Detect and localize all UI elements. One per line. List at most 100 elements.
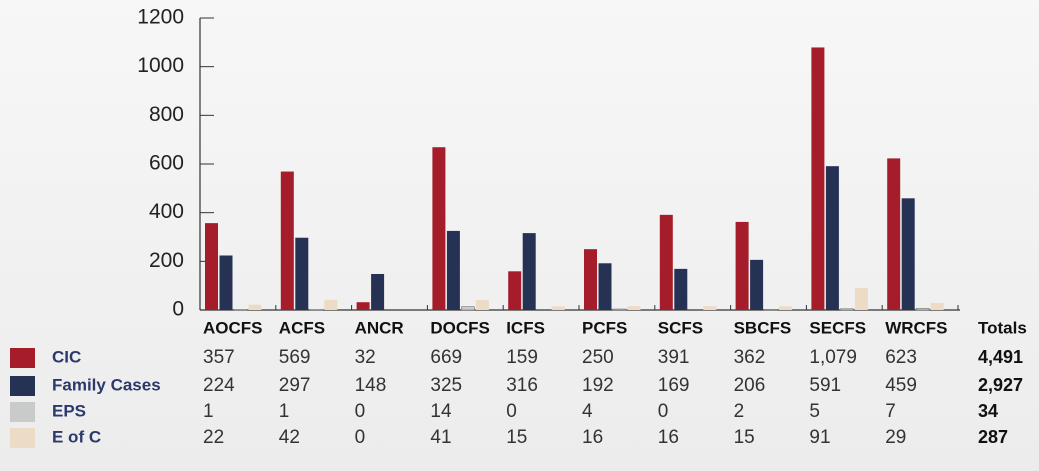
bar [324, 299, 338, 310]
table-cell: 16 [658, 427, 679, 448]
table-cell: 169 [658, 375, 690, 396]
bar [551, 306, 565, 310]
y-tick-label: 1200 [137, 6, 184, 29]
legend-swatch [10, 376, 35, 396]
x-tick-label: SCFS [658, 318, 703, 337]
table-cell: 591 [809, 375, 841, 396]
bar [750, 259, 764, 310]
table-cell: 192 [582, 375, 614, 396]
y-tick-label: 1000 [137, 54, 184, 77]
legend-label: EPS [52, 401, 86, 420]
bar [584, 249, 597, 310]
table-cell: 325 [430, 375, 462, 396]
bar [901, 198, 915, 310]
bar [703, 306, 717, 310]
table-cell: 206 [734, 375, 766, 396]
table-cell: 5 [809, 401, 820, 422]
bar [522, 233, 536, 310]
bar [295, 237, 309, 310]
table-cell: 16 [582, 427, 603, 448]
table-cell: 362 [734, 347, 766, 368]
table-cell: 15 [734, 427, 755, 448]
bar [659, 214, 673, 310]
table-cell: 391 [658, 347, 690, 368]
bar [432, 147, 446, 310]
table-cell: 569 [279, 347, 311, 368]
table-cell: 41 [430, 427, 451, 448]
bar [674, 268, 688, 310]
bar [825, 166, 839, 310]
table-cell: 1 [279, 401, 290, 422]
y-tick-label: 800 [149, 103, 184, 126]
table-cell: 29 [885, 427, 906, 448]
legend-swatch [10, 428, 35, 448]
table-cell: 0 [355, 427, 366, 448]
table-cell: 32 [355, 347, 376, 368]
bar [280, 171, 294, 310]
bar [735, 221, 749, 310]
table-cell: 669 [430, 347, 462, 368]
bar [508, 271, 522, 310]
x-tick-label: SBCFS [734, 318, 792, 337]
table-cell: 224 [203, 375, 235, 396]
table-cell: 4 [582, 401, 593, 422]
bar [627, 306, 641, 310]
legend-label: E of C [52, 427, 101, 446]
total-cell: 287 [978, 427, 1008, 447]
x-tick-label: PCFS [582, 318, 627, 337]
bar [779, 306, 793, 310]
bar [371, 273, 385, 310]
table-cell: 14 [430, 401, 452, 422]
table-cell: 0 [355, 401, 366, 422]
table-cell: 623 [885, 347, 917, 368]
totals-header: Totals [978, 318, 1027, 337]
x-tick-label: ACFS [279, 318, 325, 337]
bar [205, 223, 218, 310]
table-cell: 250 [582, 347, 614, 368]
bar [887, 158, 901, 310]
table-cell: 297 [279, 375, 311, 396]
table-cell: 0 [658, 401, 669, 422]
bar [915, 307, 930, 311]
bar [612, 308, 627, 311]
table-cell: 91 [809, 427, 830, 448]
x-tick-label: DOCFS [430, 318, 490, 337]
table-cell: 1,079 [809, 347, 857, 368]
x-tick-label: ANCR [355, 318, 404, 337]
bar [475, 300, 489, 310]
table-cell: 2 [734, 401, 745, 422]
table-cell: 148 [355, 375, 387, 396]
x-tick-label: AOCFS [203, 318, 263, 337]
bar [219, 255, 233, 310]
y-tick-label: 200 [149, 249, 184, 272]
table-cell: 15 [506, 427, 527, 448]
table-cell: 42 [279, 427, 300, 448]
legend-label: CIC [52, 347, 81, 366]
table-cell: 0 [506, 401, 517, 422]
table-cell: 159 [506, 347, 538, 368]
bar [840, 308, 854, 311]
bar [461, 306, 475, 311]
table-cell: 22 [203, 427, 224, 448]
bar [446, 230, 460, 310]
bar [598, 263, 612, 310]
table-cell: 1 [203, 401, 214, 422]
y-tick-label: 0 [172, 298, 184, 321]
bar [248, 304, 262, 310]
table-cell: 459 [885, 375, 917, 396]
x-tick-label: ICFS [506, 318, 545, 337]
y-tick-label: 400 [149, 200, 184, 223]
y-tick-label: 600 [149, 152, 184, 175]
bar [356, 302, 370, 310]
bar [930, 302, 944, 310]
total-cell: 34 [978, 401, 998, 421]
table-cell: 7 [885, 401, 896, 422]
total-cell: 2,927 [978, 375, 1023, 395]
bar [811, 47, 825, 311]
bar [854, 287, 868, 310]
table-cell: 357 [203, 347, 235, 368]
legend-label: Family Cases [52, 375, 161, 394]
x-tick-label: SECFS [809, 318, 866, 337]
table-cell: 316 [506, 375, 538, 396]
